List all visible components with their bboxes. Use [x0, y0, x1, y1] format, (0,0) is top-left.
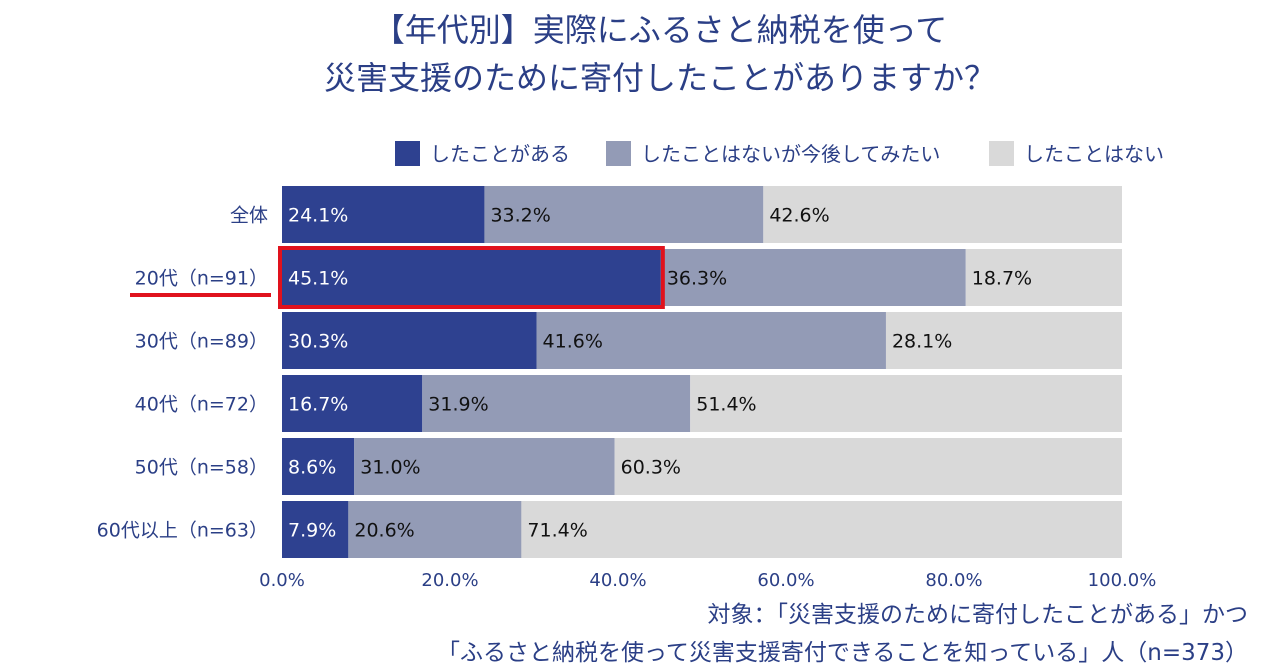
bar-segment-series1 [282, 375, 423, 432]
x-tick-label: 0.0% [259, 570, 305, 591]
bar-segment-series1 [282, 186, 485, 243]
data-label: 31.0% [360, 457, 420, 479]
x-tick-label: 100.0% [1088, 570, 1157, 591]
data-label: 7.9% [288, 520, 336, 542]
bar-segment-series3 [521, 501, 1122, 558]
bar-segment-series3 [965, 249, 1122, 306]
highlight-box [278, 246, 665, 309]
category-label: 全体 [230, 205, 268, 227]
data-label: 41.6% [543, 331, 603, 353]
bar-segment-series2 [348, 501, 522, 558]
legend-swatch-series3 [989, 141, 1014, 166]
highlight-layer [130, 246, 665, 309]
footnote-line2: 「ふるさと納税を使って災害支援寄付できることを知っている」人（n=373） [437, 640, 1248, 666]
bar-segment-series1 [282, 438, 355, 495]
bar-row: 7.9% 20.6% 71.4% [282, 501, 1122, 558]
bar-row: 8.6% 31.0% 60.3% [282, 438, 1122, 495]
category-label: 30代（n=89） [135, 331, 268, 353]
category-label: 60代以上（n=63） [97, 520, 268, 542]
bar-segment-series2 [354, 438, 615, 495]
legend-swatch-series1 [395, 141, 420, 166]
x-tick-label: 80.0% [925, 570, 982, 591]
legend: したことがある したことはないが今後してみたい したことはない [395, 141, 1164, 166]
x-tick-label: 40.0% [589, 570, 646, 591]
bar-row: 30.3% 41.6% 28.1% [282, 312, 1122, 369]
bar-segment-series1 [282, 312, 537, 369]
bar-segment-series1 [282, 249, 661, 306]
legend-label-series1: したことがある [430, 142, 570, 166]
data-label: 28.1% [892, 331, 952, 353]
footnote-line1: 対象：「災害支援のために寄付したことがある」かつ [708, 602, 1249, 628]
bar-segment-series3 [690, 375, 1122, 432]
bars-layer: 24.1% 33.2% 42.6% 45.1% 36.3% 18.7% 30.3% 41.6%… [282, 186, 1122, 558]
category-label: 40代（n=72） [135, 394, 268, 416]
bar-row: 45.1% 36.3% 18.7% [282, 249, 1122, 306]
legend-label-series2: したことはないが今後してみたい [641, 142, 940, 166]
data-label: 18.7% [972, 268, 1032, 290]
data-label: 71.4% [527, 520, 587, 542]
bar-segment-series2 [660, 249, 966, 306]
data-label: 51.4% [696, 394, 756, 416]
bar-segment-series3 [614, 438, 1122, 495]
bar-row: 24.1% 33.2% 42.6% [282, 186, 1122, 243]
bar-row: 16.7% 31.9% 51.4% [282, 375, 1122, 432]
bar-segment-series2 [484, 186, 764, 243]
value-axis: 0.0% 20.0% 40.0% 60.0% 80.0% 100.0% [259, 570, 1156, 591]
category-axis: 全体 20代（n=91） 30代（n=89） 40代（n=72） 50代（n=58） 60… [97, 205, 268, 542]
data-label: 60.3% [621, 457, 681, 479]
category-label: 50代（n=58） [135, 457, 268, 479]
data-label: 16.7% [288, 394, 348, 416]
legend-swatch-series2 [606, 141, 631, 166]
category-label: 20代（n=91） [135, 268, 268, 290]
data-label: 45.1% [288, 268, 348, 290]
bar-segment-series3 [763, 186, 1122, 243]
data-label: 31.9% [428, 394, 488, 416]
bar-segment-series3 [885, 312, 1122, 369]
data-label: 33.2% [490, 205, 550, 227]
chart-title-line2: 災害支援のために寄付したことがありますか？ [324, 59, 996, 97]
x-tick-label: 60.0% [757, 570, 814, 591]
data-label: 30.3% [288, 331, 348, 353]
data-label: 8.6% [288, 457, 336, 479]
bar-segment-series2 [536, 312, 886, 369]
bar-segment-series1 [282, 501, 349, 558]
data-label: 36.3% [667, 268, 727, 290]
x-tick-label: 20.0% [421, 570, 478, 591]
legend-label-series3: したことはない [1024, 142, 1164, 166]
chart-title-line1: 【年代別】実際にふるさと納税を使って [373, 11, 947, 49]
data-label: 20.6% [354, 520, 414, 542]
data-label: 24.1% [288, 205, 348, 227]
data-label: 42.6% [769, 205, 829, 227]
bar-segment-series2 [422, 375, 691, 432]
